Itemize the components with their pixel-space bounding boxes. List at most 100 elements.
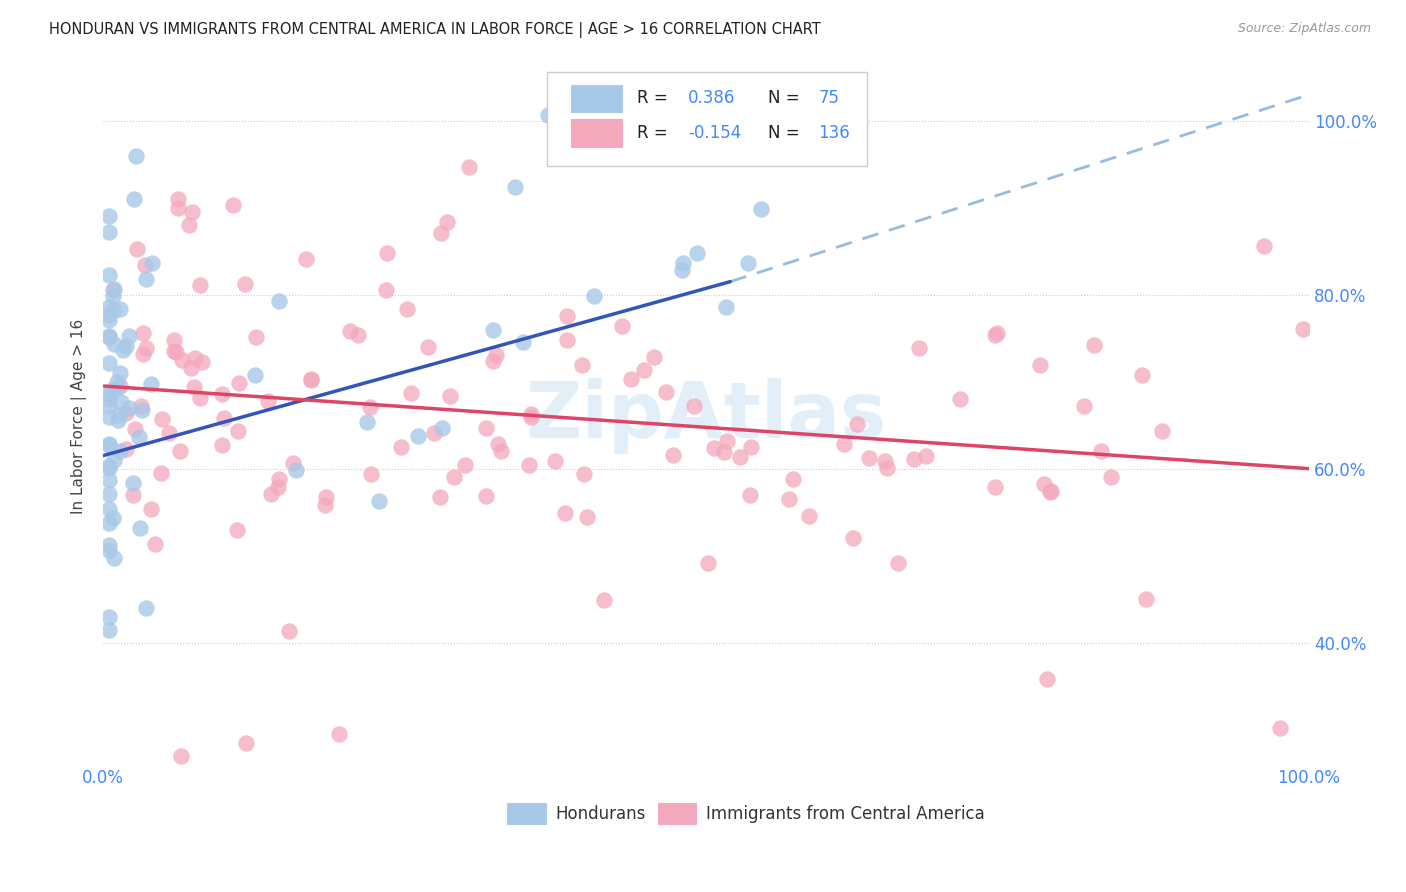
Point: [782, 472, 804, 486]
Point: [150, 466, 173, 480]
Point: [110, 444, 132, 458]
Point: [799, 508, 821, 523]
Point: [163, 344, 186, 359]
Point: [887, 556, 910, 570]
Point: [1039, 484, 1062, 499]
Text: Source: ZipAtlas.com: Source: ZipAtlas.com: [1237, 22, 1371, 36]
Point: [360, 467, 382, 481]
Point: [482, 323, 505, 337]
Point: [832, 437, 855, 451]
Point: [520, 407, 543, 421]
FancyBboxPatch shape: [508, 804, 546, 824]
Point: [1038, 484, 1060, 499]
Point: [643, 351, 665, 365]
Point: [134, 258, 156, 272]
Point: [110, 395, 132, 409]
Point: [1028, 359, 1050, 373]
Text: Hondurans: Hondurans: [555, 805, 645, 822]
Point: [734, 91, 756, 105]
Point: [125, 148, 148, 162]
Point: [98, 473, 121, 487]
Point: [115, 339, 138, 353]
Point: [98, 623, 121, 637]
Point: [269, 472, 291, 486]
Point: [132, 347, 155, 361]
Point: [457, 160, 479, 174]
Point: [443, 470, 465, 484]
Point: [98, 542, 121, 557]
Point: [315, 490, 337, 504]
Point: [108, 379, 131, 393]
Point: [683, 399, 706, 413]
Point: [103, 282, 125, 296]
Point: [554, 507, 576, 521]
Point: [157, 426, 180, 441]
Point: [139, 376, 162, 391]
Point: [135, 272, 157, 286]
Point: [984, 328, 1007, 343]
Point: [267, 480, 290, 494]
Point: [131, 402, 153, 417]
Point: [908, 341, 931, 355]
Point: [1035, 672, 1057, 686]
Point: [544, 454, 567, 468]
Point: [512, 335, 534, 350]
Point: [101, 289, 124, 303]
Point: [108, 409, 131, 423]
Y-axis label: In Labor Force | Age > 16: In Labor Force | Age > 16: [72, 318, 87, 514]
Point: [105, 380, 128, 394]
Point: [98, 300, 121, 314]
Point: [165, 345, 187, 359]
Point: [260, 487, 283, 501]
Point: [718, 138, 741, 153]
Point: [235, 736, 257, 750]
Point: [915, 449, 938, 463]
Point: [98, 410, 121, 425]
FancyBboxPatch shape: [571, 85, 621, 112]
Point: [299, 372, 322, 386]
Text: N =: N =: [768, 124, 804, 142]
Point: [436, 215, 458, 229]
Point: [233, 277, 256, 291]
Point: [267, 294, 290, 309]
Text: Immigrants from Central America: Immigrants from Central America: [706, 805, 984, 822]
Point: [703, 441, 725, 455]
Point: [1130, 368, 1153, 383]
Point: [984, 479, 1007, 493]
Point: [728, 450, 751, 465]
Point: [842, 531, 865, 545]
Text: R =: R =: [637, 89, 673, 107]
Point: [191, 355, 214, 369]
Point: [167, 192, 190, 206]
Point: [486, 437, 509, 451]
Point: [1099, 469, 1122, 483]
Point: [389, 440, 412, 454]
Point: [697, 556, 720, 570]
Point: [135, 600, 157, 615]
Point: [121, 475, 143, 490]
Point: [112, 343, 135, 358]
Point: [98, 313, 121, 327]
Point: [98, 609, 121, 624]
Point: [169, 444, 191, 458]
Point: [713, 445, 735, 459]
Text: HONDURAN VS IMMIGRANTS FROM CENTRAL AMERICA IN LABOR FORCE | AGE > 16 CORRELATIO: HONDURAN VS IMMIGRANTS FROM CENTRAL AMER…: [49, 22, 821, 38]
Point: [672, 256, 695, 270]
Point: [183, 380, 205, 394]
Point: [661, 448, 683, 462]
Point: [103, 452, 125, 467]
Point: [520, 410, 543, 425]
Point: [876, 461, 898, 475]
Point: [108, 302, 131, 317]
Text: -0.154: -0.154: [688, 124, 741, 142]
Text: 75: 75: [818, 89, 839, 107]
Point: [107, 413, 129, 427]
Point: [429, 490, 451, 504]
Point: [122, 192, 145, 206]
Point: [422, 426, 444, 441]
Point: [98, 516, 121, 530]
Point: [98, 308, 121, 322]
Point: [475, 489, 498, 503]
Point: [395, 302, 418, 317]
Point: [166, 201, 188, 215]
